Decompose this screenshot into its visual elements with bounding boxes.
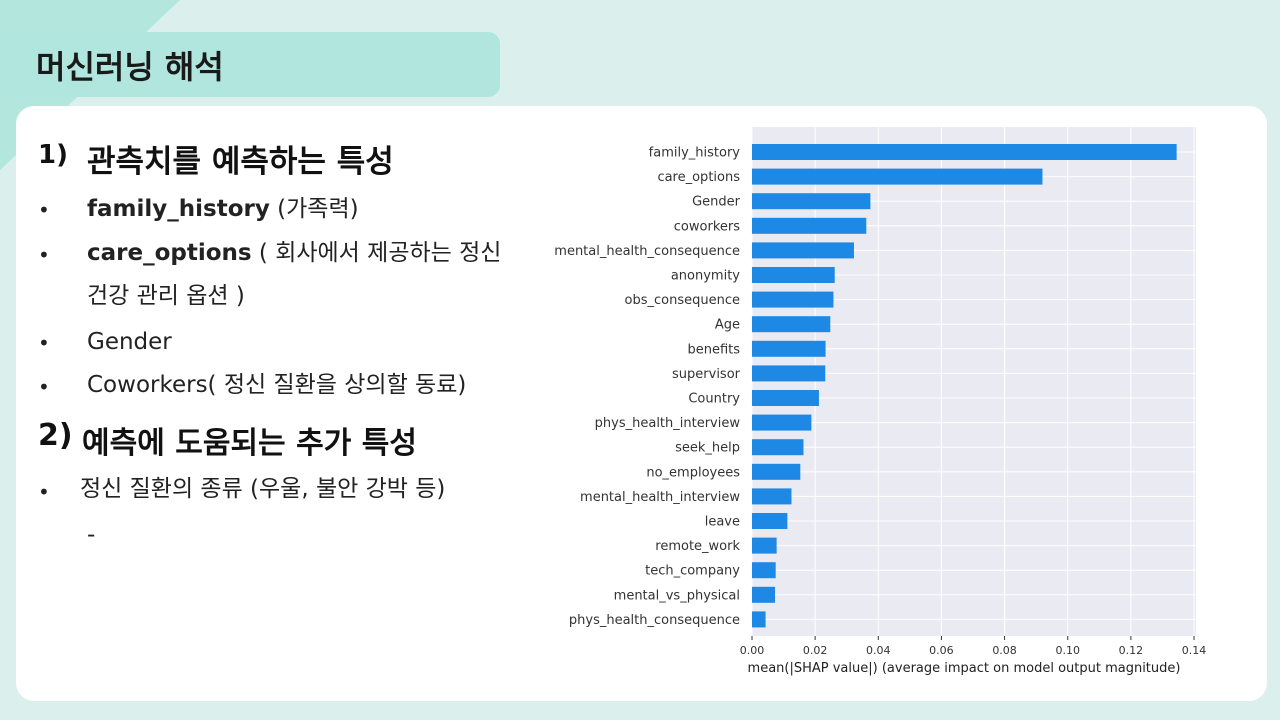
bullet-family-history: family_history (가족력)	[87, 188, 359, 231]
section1-heading: 관측치를 예측하는 특성	[87, 144, 394, 180]
y-tick-label: mental_health_consequence	[554, 244, 740, 259]
y-tick-label: mental_vs_physical	[614, 588, 740, 603]
shap-bar-chart: family_history care_options Gender coworker…	[554, 127, 1207, 676]
x-tick-label: 0.06	[929, 644, 954, 657]
bar-Gender	[752, 193, 871, 210]
bar-phys_health_interview	[752, 414, 812, 431]
section1-number: 1)	[38, 140, 68, 170]
bullet-bold-text: care_options	[87, 240, 252, 266]
x-tick-label: 0.00	[740, 644, 765, 657]
x-tick-label: 0.04	[866, 644, 891, 657]
bar-family_history	[752, 144, 1177, 160]
bullet-illness-types: 정신 질환의 종류 (우울, 불안 강박 등)	[80, 476, 446, 502]
y-tick-label: care_options	[657, 170, 740, 185]
bar-anonymity	[752, 267, 835, 283]
section2-heading: 예측에 도움되는 추가 특성	[82, 426, 417, 461]
bar-tech_company	[752, 562, 776, 579]
bar-mental_vs_physical	[752, 586, 776, 603]
y-tick-label: phys_health_consequence	[569, 613, 740, 628]
bar-phys_health_consequence	[752, 611, 766, 628]
bar-mental_health_consequence	[752, 242, 854, 259]
bullet-coworkers: Coworkers( 정신 질환을 상의할 동료)	[87, 372, 467, 398]
y-tick-label: Gender	[692, 195, 741, 210]
x-tick-label: 0.02	[803, 644, 828, 657]
y-tick-label: supervisor	[672, 367, 741, 382]
bar-Age	[752, 316, 831, 333]
y-tick-label: anonymity	[671, 269, 740, 284]
x-tick-label: 0.14	[1182, 644, 1207, 657]
bar-no_employees	[752, 463, 801, 480]
y-tick-label: coworkers	[674, 219, 740, 234]
bar-supervisor	[752, 365, 826, 382]
bullet-symbol: •	[38, 375, 50, 399]
x-tick-label: 0.10	[1055, 644, 1080, 657]
bar-Country	[752, 390, 819, 406]
y-tick-label: Age	[715, 318, 740, 333]
x-tick-label: 0.08	[992, 644, 1017, 657]
bar-coworkers	[752, 217, 867, 234]
y-tick-label: seek_help	[675, 441, 740, 456]
slide-title: 머신러닝 해석	[36, 48, 224, 86]
x-axis-label: mean(|SHAP value|) (average impact on mo…	[748, 661, 1181, 676]
x-tick-label: 0.12	[1119, 644, 1144, 657]
bar-benefits	[752, 340, 826, 357]
y-tick-label: mental_health_interview	[580, 490, 740, 505]
y-tick-label: Country	[688, 392, 740, 407]
dash-item: -	[87, 522, 96, 548]
bullet-rest-text: ( 회사에서 제공하는 정신	[251, 240, 502, 266]
bullet-rest-text: (가족력)	[269, 196, 359, 222]
bar-obs_consequence	[752, 291, 834, 308]
bullet-care-options: care_options ( 회사에서 제공하는 정신	[87, 232, 501, 275]
y-tick-label: phys_health_interview	[595, 416, 741, 431]
title-bar	[0, 32, 500, 97]
y-tick-label: family_history	[649, 146, 741, 161]
bullet-gender: Gender	[87, 329, 172, 355]
section2-number: 2)	[38, 418, 73, 453]
bullet-care-options-cont: 건강 관리 옵션 )	[87, 283, 245, 309]
bar-leave	[752, 513, 788, 529]
y-tick-label: tech_company	[645, 564, 740, 579]
y-tick-label: obs_consequence	[625, 293, 740, 308]
plot-background	[752, 127, 1196, 636]
bullet-symbol: •	[38, 198, 50, 222]
y-tick-label: leave	[705, 515, 740, 530]
y-tick-label: no_employees	[646, 465, 740, 480]
bar-seek_help	[752, 439, 804, 456]
bullet-bold-text: family_history	[87, 196, 270, 222]
bullet-symbol: •	[38, 331, 50, 355]
y-tick-label: remote_work	[655, 539, 740, 554]
bar-remote_work	[752, 537, 777, 554]
y-tick-label: benefits	[687, 342, 740, 357]
bar-care_options	[752, 168, 1043, 185]
bullet-symbol: •	[38, 243, 50, 267]
bullet-symbol: •	[38, 480, 50, 504]
bar-mental_health_interview	[752, 488, 792, 505]
